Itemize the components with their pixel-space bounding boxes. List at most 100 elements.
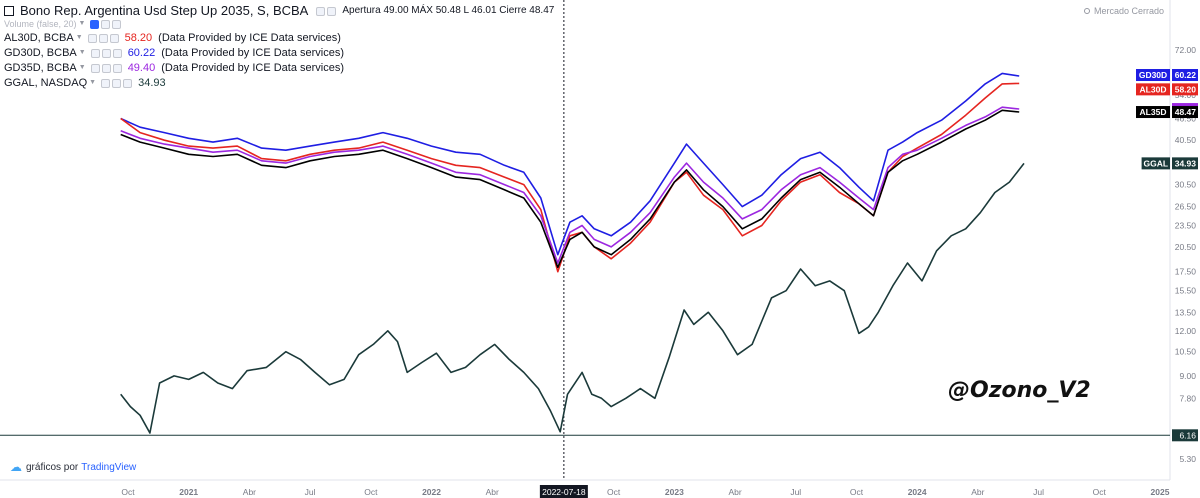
close-icon[interactable] xyxy=(112,19,122,29)
legend-value: 58.20 xyxy=(124,32,153,44)
eye-icon[interactable] xyxy=(90,19,100,29)
series-title: Bono Rep. Argentina Usd Step Up 2035, S,… xyxy=(20,3,309,18)
settings-icon[interactable] xyxy=(101,63,111,73)
eye-icon[interactable] xyxy=(87,33,97,43)
x-tick-label: Oct xyxy=(121,487,135,497)
market-status: Mercado Cerrado xyxy=(1083,6,1164,16)
crosshair-date-label: 2022-07-18 xyxy=(542,487,586,497)
y-tick-label: 9.00 xyxy=(1179,371,1196,381)
series-name-label: AL35D xyxy=(1140,107,1167,117)
close-icon[interactable] xyxy=(112,63,122,73)
eye-icon[interactable] xyxy=(90,48,100,58)
y-tick-label: 40.50 xyxy=(1175,135,1197,145)
legend-symbol: AL30D, BCBA xyxy=(4,32,74,44)
x-tick-label: Abr xyxy=(243,487,256,497)
chevron-down-icon[interactable]: ▼ xyxy=(78,64,86,71)
legend-row[interactable]: AL30D, BCBA ▼ 58.20 (Data Provided by ICE D… xyxy=(4,31,341,45)
legend-symbol: GD35D, BCBA xyxy=(4,62,77,74)
series-name-box xyxy=(1136,106,1170,119)
series-name-box xyxy=(1136,83,1170,96)
close-icon[interactable] xyxy=(109,33,119,43)
legend-buttons xyxy=(101,78,133,88)
cloud-icon: ☁ xyxy=(10,460,22,474)
series-line-gd30d[interactable] xyxy=(120,72,1020,256)
y-tick-label: 20.50 xyxy=(1175,242,1197,252)
eye-icon[interactable] xyxy=(101,78,111,88)
last-value-box xyxy=(1172,157,1198,170)
y-tick-label: 17.50 xyxy=(1175,267,1197,277)
series-name-box xyxy=(1141,157,1170,170)
eye-icon[interactable] xyxy=(316,6,326,16)
series-name-label: GGAL xyxy=(1144,158,1169,168)
legend-note: (Data Provided by ICE Data services) xyxy=(161,62,345,74)
crosshair-date-box xyxy=(539,485,588,498)
crosshair-price-box xyxy=(1172,429,1198,442)
volume-row: Volume (false, 20) ▼ xyxy=(4,17,127,31)
ohlc-values: Apertura 49.00 MÁX 50.48 L 46.01 Cierre … xyxy=(342,5,555,16)
series-line-gd35d[interactable] xyxy=(120,106,1020,264)
x-tick-label: Jul xyxy=(1033,487,1044,497)
legend-row[interactable]: GD30D, BCBA ▼ 60.22 (Data Provided by ICE D… xyxy=(4,46,344,60)
market-status-label: Mercado Cerrado xyxy=(1093,6,1164,16)
logo-prefix: gráficos por xyxy=(26,461,79,473)
settings-icon[interactable] xyxy=(98,33,108,43)
y-tick-label: 15.50 xyxy=(1175,286,1197,296)
settings-icon[interactable] xyxy=(112,78,122,88)
tradingview-logo[interactable]: ☁ gráficos por TradingView xyxy=(10,460,136,474)
x-tick-label: 2024 xyxy=(908,487,927,497)
collapse-icon[interactable] xyxy=(4,6,14,16)
settings-icon[interactable] xyxy=(327,6,337,16)
watermark: @Ozono_V2 xyxy=(948,378,1091,403)
series-line-al35d[interactable] xyxy=(120,109,1020,269)
legend-value: 34.93 xyxy=(138,77,166,89)
main-series-header: Bono Rep. Argentina Usd Step Up 2035, S,… xyxy=(4,3,554,19)
y-tick-label: 12.00 xyxy=(1175,326,1197,336)
y-tick-label: 26.50 xyxy=(1175,202,1197,212)
chevron-down-icon[interactable]: ▼ xyxy=(78,20,86,27)
y-tick-label: 5.30 xyxy=(1179,454,1196,464)
series-name-box xyxy=(1136,69,1170,82)
settings-icon[interactable] xyxy=(101,19,111,29)
chevron-down-icon[interactable]: ▼ xyxy=(89,79,97,86)
legend-buttons xyxy=(90,63,122,73)
status-dot-icon xyxy=(1083,8,1090,14)
legend-buttons xyxy=(90,48,122,58)
y-tick-label: 13.50 xyxy=(1175,307,1197,317)
last-value-label: 58.20 xyxy=(1175,84,1197,94)
y-tick-label: 7.80 xyxy=(1179,393,1196,403)
last-value-box xyxy=(1172,83,1198,96)
legend-note: (Data Provided by ICE Data services) xyxy=(158,32,341,44)
volume-label: Volume (false, 20) xyxy=(4,19,77,29)
y-tick-label: 30.50 xyxy=(1175,180,1197,190)
legend-symbol: GD30D, BCBA xyxy=(4,47,77,59)
close-icon[interactable] xyxy=(123,78,133,88)
last-value-box xyxy=(1172,69,1198,82)
x-tick-label: 2021 xyxy=(179,487,198,497)
volume-buttons xyxy=(90,19,122,29)
close-icon[interactable] xyxy=(112,48,122,58)
y-tick-label: 23.50 xyxy=(1175,220,1197,230)
legend-row[interactable]: GGAL, NASDAQ ▼ 34.93 xyxy=(4,76,172,90)
x-tick-label: Abr xyxy=(486,487,499,497)
y-tick-label: 10.50 xyxy=(1175,347,1197,357)
legend-value: 49.40 xyxy=(127,62,156,74)
legend-symbol: GGAL, NASDAQ xyxy=(4,77,88,89)
series-name-label: GD30D xyxy=(1139,70,1167,80)
legend-row[interactable]: GD35D, BCBA ▼ 49.40 (Data Provided by ICE D… xyxy=(4,61,344,75)
x-tick-label: Oct xyxy=(850,487,864,497)
chevron-down-icon[interactable]: ▼ xyxy=(75,34,83,41)
last-value-label: 60.22 xyxy=(1175,70,1197,80)
x-tick-label: 2022 xyxy=(422,487,441,497)
y-tick-label: 72.00 xyxy=(1175,45,1197,55)
legend-note: (Data Provided by ICE Data services) xyxy=(161,47,345,59)
chevron-down-icon[interactable]: ▼ xyxy=(78,49,86,56)
title-buttons xyxy=(316,6,337,16)
x-tick-label: Abr xyxy=(971,487,984,497)
series-line-ggal[interactable] xyxy=(120,162,1025,434)
crosshair-price-label: 6.16 xyxy=(1179,430,1196,440)
settings-icon[interactable] xyxy=(101,48,111,58)
x-tick-label: 2023 xyxy=(665,487,684,497)
x-tick-label: Jul xyxy=(305,487,316,497)
eye-icon[interactable] xyxy=(90,63,100,73)
